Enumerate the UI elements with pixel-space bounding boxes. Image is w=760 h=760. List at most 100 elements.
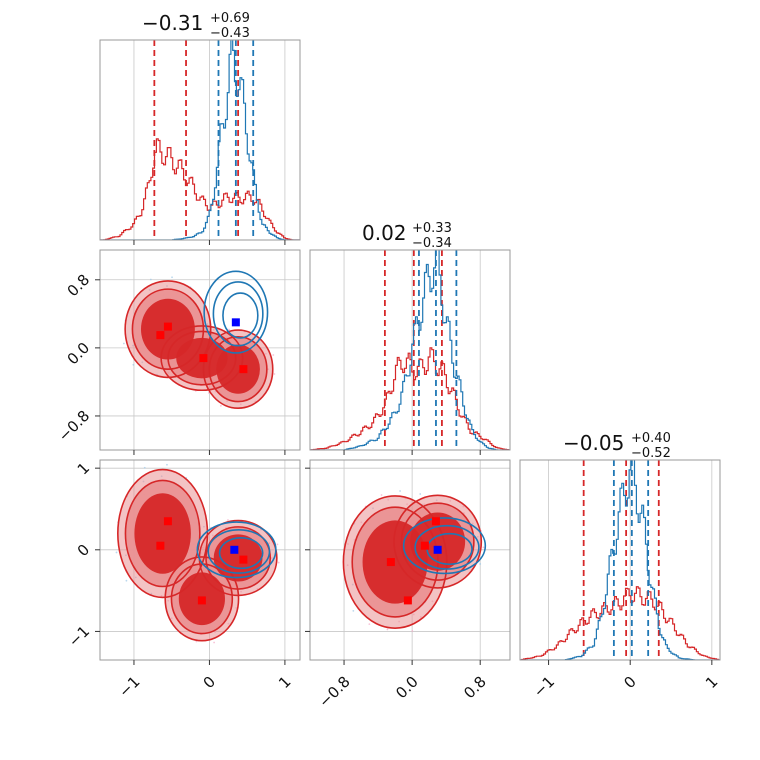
ytick-label-p1-0: −0.8 <box>55 407 93 445</box>
red-contour-1-1 <box>400 502 475 581</box>
xtick-label-p1-2: 0.8 <box>460 673 490 703</box>
sample-point <box>171 276 173 279</box>
sample-point <box>143 466 146 469</box>
sample-point <box>132 363 135 366</box>
red-contour-0-0 <box>124 280 212 379</box>
blue-marker <box>231 318 240 327</box>
sample-point <box>419 493 422 495</box>
joint-frame-p0-p2 <box>99 459 301 661</box>
joint-panel-p0-p1 <box>100 250 300 450</box>
red-marker-3 <box>239 365 248 374</box>
red-density-inner-1 <box>410 512 466 571</box>
red-contour-0-1 <box>160 325 244 392</box>
red-contour-0-1 <box>164 556 240 642</box>
red-contour-0-1 <box>393 494 483 589</box>
ytick-label-p2-1: 0 <box>74 541 93 560</box>
red-marker-2 <box>197 596 206 605</box>
sample-point <box>228 328 230 331</box>
title-p0-median: −0.31 <box>142 11 203 35</box>
title-p0-minus: −0.43 <box>210 26 250 41</box>
xtick-label-p1-0: −0.8 <box>315 673 353 711</box>
red-contour-1-0 <box>131 288 205 370</box>
sample-point <box>166 463 168 466</box>
ytick-label-p1-1: 0.0 <box>64 339 94 369</box>
red-marker-1 <box>403 596 412 605</box>
histogram-blue-p2 <box>520 460 720 660</box>
red-marker-1 <box>156 541 165 550</box>
xtick-label-p0-1: 0 <box>200 673 219 692</box>
marginal-frame-p0 <box>99 39 301 241</box>
red-contour-1-1 <box>167 330 237 386</box>
red-marker-3 <box>239 555 248 564</box>
joint-panel-p1-p2 <box>310 460 510 660</box>
red-contour-0-0 <box>117 468 209 599</box>
title-p0: −0.31 +0.69 −0.43 <box>142 11 250 41</box>
sample-point <box>479 563 482 565</box>
red-marker-0 <box>163 517 172 526</box>
sample-point <box>227 519 229 521</box>
blue-marker <box>433 545 442 554</box>
marginal-frame-p2 <box>519 459 721 661</box>
histogram-blue-p0 <box>100 40 300 240</box>
ytick-label-p2-2: 1 <box>74 459 93 478</box>
marginal-panel-p1 <box>310 250 510 450</box>
xtick-label-p2-1: 0 <box>620 673 639 692</box>
blue-contour-2-0 <box>222 292 259 339</box>
blue-contour-0-0 <box>196 521 277 579</box>
joint-frame-p0-p1 <box>99 249 301 451</box>
xtick-label-p0-2: 1 <box>275 673 294 692</box>
sample-point <box>380 494 383 496</box>
xtick-label-p0-0: −1 <box>115 673 143 701</box>
blue-marker <box>230 545 239 554</box>
joint-frame-p1-p2 <box>309 459 511 661</box>
sample-point <box>273 373 276 375</box>
title-p1-minus: −0.34 <box>412 236 452 251</box>
title-p2-plus: +0.40 <box>631 431 671 446</box>
blue-contour-0-0 <box>203 270 269 354</box>
sample-point <box>352 610 355 612</box>
title-p1: 0.02 +0.33 −0.34 <box>362 221 452 251</box>
red-contour-1-2 <box>205 526 272 590</box>
joint-panel-p0-p2 <box>100 460 300 660</box>
xtick-label-p2-0: −1 <box>530 673 558 701</box>
sample-point <box>115 551 118 554</box>
red-marker-1 <box>156 331 165 340</box>
title-p2-median: −0.05 <box>563 431 624 455</box>
ytick-label-p2-0: −1 <box>65 622 93 650</box>
blue-contour-1-0 <box>414 524 480 570</box>
blue-contour-2-0 <box>218 536 264 570</box>
blue-contour-1-0 <box>207 528 271 574</box>
sample-point <box>122 342 125 345</box>
red-marker-0 <box>163 322 172 331</box>
red-density-inner-0 <box>134 493 191 574</box>
title-p0-plus: +0.69 <box>210 11 250 26</box>
blue-contour-0-0 <box>402 517 487 575</box>
sample-point <box>482 546 485 549</box>
red-density-inner-2 <box>216 344 260 394</box>
marginal-panel-p0 <box>100 40 300 240</box>
sample-point <box>276 543 279 546</box>
red-marker-2 <box>420 541 429 550</box>
sample-point <box>149 278 152 281</box>
ytick-label-p1-2: 0.8 <box>64 271 94 301</box>
red-marker-2 <box>199 354 208 363</box>
red-contour-1-0 <box>124 479 201 588</box>
xtick-label-p1-1: 0.0 <box>392 673 422 703</box>
sample-point <box>219 404 222 407</box>
histogram-red-p1 <box>310 347 510 450</box>
histogram-red-p2 <box>520 586 720 660</box>
marginal-frame-p1 <box>309 249 511 451</box>
sample-point <box>272 354 275 356</box>
sample-point <box>213 641 215 644</box>
red-marker-0 <box>386 558 395 567</box>
red-contour-0-0 <box>342 495 448 629</box>
sample-point <box>386 628 389 631</box>
sample-point <box>368 623 371 626</box>
red-density-inner-2 <box>213 534 263 582</box>
sample-point <box>411 630 414 632</box>
sample-point <box>277 561 280 564</box>
histogram-red-p0 <box>100 138 300 240</box>
title-p2: −0.05 +0.40 −0.52 <box>563 431 671 461</box>
panels-layer: −1 0 1 −0.8 0.0 0.8 −1 0 1 −0.8 0.0 0.8 −1 0 1 <box>55 39 721 711</box>
